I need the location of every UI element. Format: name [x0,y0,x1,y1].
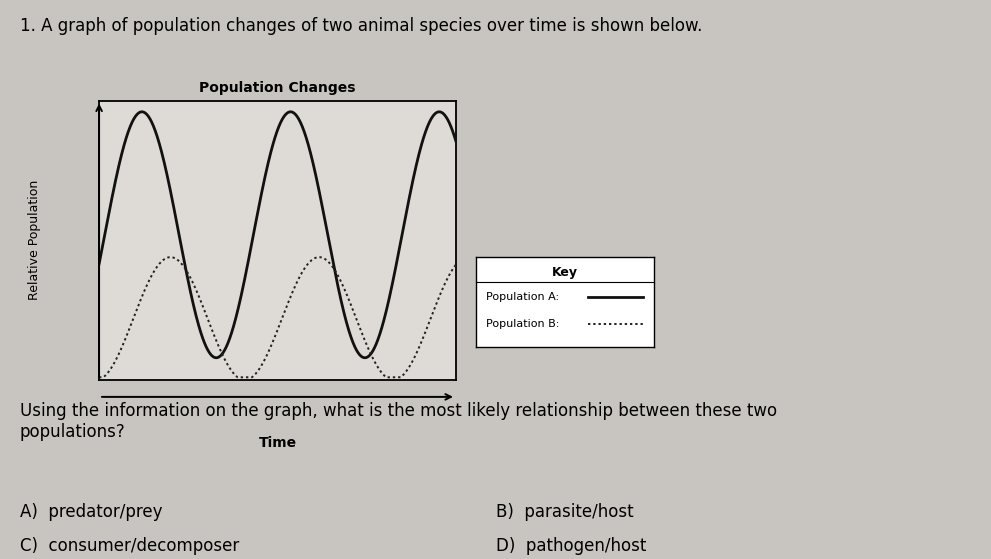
Text: A)  predator/prey: A) predator/prey [20,503,163,521]
Text: Time: Time [259,436,296,450]
Text: B)  parasite/host: B) parasite/host [496,503,633,521]
Text: Population A:: Population A: [487,292,560,302]
Text: D)  pathogen/host: D) pathogen/host [496,537,646,555]
Text: Key: Key [552,266,578,279]
Text: Relative Population: Relative Population [28,180,42,301]
Title: Population Changes: Population Changes [199,81,356,95]
Text: Population B:: Population B: [487,319,560,329]
Text: Using the information on the graph, what is the most likely relationship between: Using the information on the graph, what… [20,402,777,441]
Text: 1. A graph of population changes of two animal species over time is shown below.: 1. A graph of population changes of two … [20,17,703,35]
Text: C)  consumer/decomposer: C) consumer/decomposer [20,537,239,555]
